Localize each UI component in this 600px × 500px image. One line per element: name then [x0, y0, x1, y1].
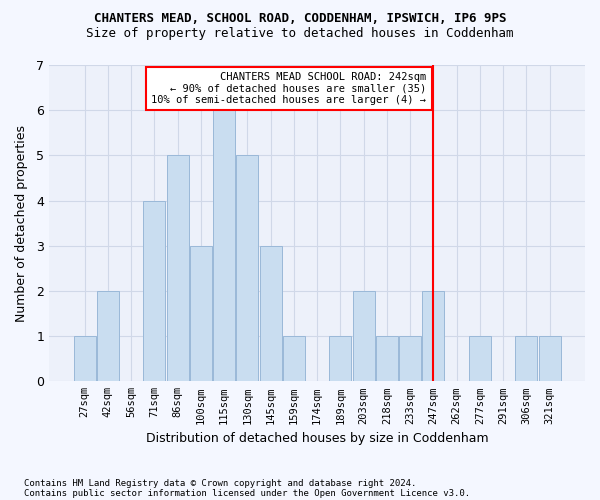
Bar — [399, 336, 421, 382]
Text: Size of property relative to detached houses in Coddenham: Size of property relative to detached ho… — [86, 28, 514, 40]
Bar — [376, 336, 398, 382]
Text: CHANTERS MEAD SCHOOL ROAD: 242sqm
← 90% of detached houses are smaller (35)
10% : CHANTERS MEAD SCHOOL ROAD: 242sqm ← 90% … — [151, 72, 427, 105]
Text: CHANTERS MEAD, SCHOOL ROAD, CODDENHAM, IPSWICH, IP6 9PS: CHANTERS MEAD, SCHOOL ROAD, CODDENHAM, I… — [94, 12, 506, 26]
Bar — [539, 336, 560, 382]
Bar — [353, 291, 374, 382]
Text: Contains public sector information licensed under the Open Government Licence v3: Contains public sector information licen… — [24, 488, 470, 498]
Bar — [74, 336, 95, 382]
Text: Contains HM Land Registry data © Crown copyright and database right 2024.: Contains HM Land Registry data © Crown c… — [24, 478, 416, 488]
Bar — [329, 336, 352, 382]
Y-axis label: Number of detached properties: Number of detached properties — [15, 124, 28, 322]
Bar — [167, 156, 188, 382]
Bar — [97, 291, 119, 382]
Bar — [236, 156, 259, 382]
Bar — [469, 336, 491, 382]
Bar — [283, 336, 305, 382]
Bar — [190, 246, 212, 382]
Bar — [260, 246, 281, 382]
X-axis label: Distribution of detached houses by size in Coddenham: Distribution of detached houses by size … — [146, 432, 488, 445]
Bar — [213, 110, 235, 382]
Bar — [143, 200, 166, 382]
Bar — [515, 336, 538, 382]
Bar — [422, 291, 445, 382]
